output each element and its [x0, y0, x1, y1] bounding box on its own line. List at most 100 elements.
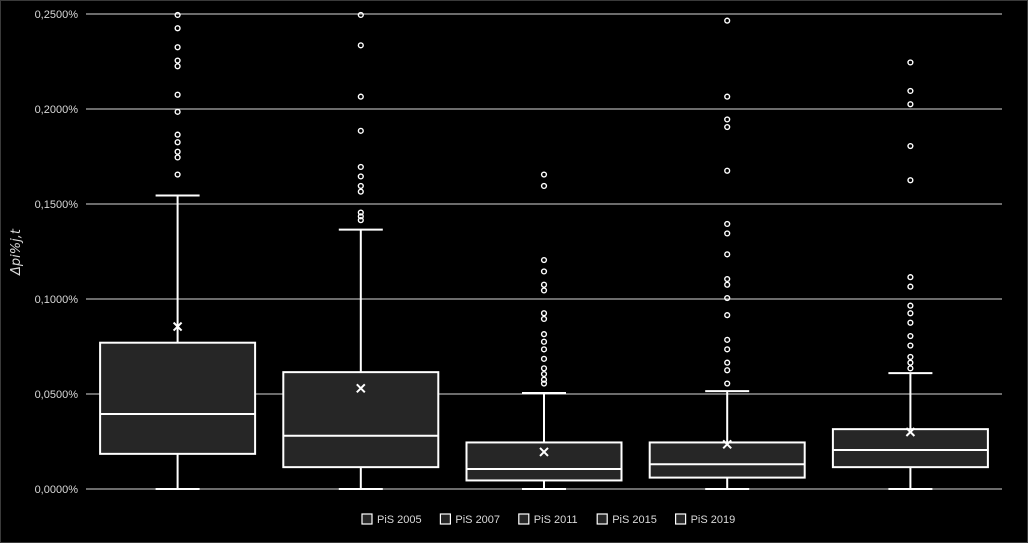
- box-group: [831, 59, 989, 490]
- outlier-point: [907, 177, 914, 184]
- outlier-point: [724, 230, 731, 237]
- y-tick-label: 0,2000%: [35, 104, 79, 116]
- outlier-point: [174, 91, 181, 98]
- legend-swatch: [439, 513, 451, 525]
- legend-label: PiS 2019: [691, 514, 736, 526]
- box-group: [282, 11, 440, 490]
- legend-swatch: [518, 513, 530, 525]
- outlier-point: [540, 365, 548, 372]
- outlier-point: [174, 139, 181, 146]
- outlier-point: [907, 101, 914, 108]
- outlier-point: [174, 63, 181, 70]
- outlier-point: [907, 87, 914, 95]
- mean-marker: [539, 447, 549, 457]
- outlier-point: [174, 108, 181, 115]
- outlier-point: [724, 281, 731, 288]
- legend-item: PiS 2019: [674, 513, 736, 526]
- outlier-point: [540, 380, 548, 387]
- outlier-point: [174, 57, 181, 64]
- outlier-point: [540, 171, 548, 178]
- legend-item: PiS 2011: [518, 513, 578, 526]
- outlier-point: [907, 59, 914, 66]
- y-tick-label: 0,0500%: [35, 389, 79, 401]
- y-axis-label: Δpi%j,t: [9, 228, 24, 276]
- outlier-point: [174, 154, 181, 161]
- box-iqr: [99, 341, 257, 455]
- mean-marker: [356, 383, 366, 394]
- outlier-point: [724, 123, 731, 131]
- outlier-point: [724, 294, 731, 302]
- outlier-point: [174, 171, 181, 178]
- outlier-point: [724, 220, 731, 228]
- outlier-point: [724, 312, 731, 319]
- outlier-point: [907, 359, 914, 366]
- legend-item: PiS 2007: [439, 513, 500, 526]
- legend: PiS 2005 PiS 2007 PiS 2011 PiS 2015 PiS 2019: [361, 513, 736, 526]
- outlier-point: [357, 93, 364, 100]
- legend-swatch: [674, 513, 687, 525]
- outlier-point: [357, 188, 364, 195]
- y-tick-label: 0,1000%: [35, 294, 79, 306]
- outlier-point: [357, 11, 364, 19]
- outlier-point: [724, 93, 731, 100]
- outlier-point: [357, 217, 364, 224]
- outlier-point: [907, 302, 914, 309]
- outlier-point: [357, 173, 364, 180]
- outlier-point: [540, 310, 548, 317]
- outlier-point: [724, 336, 731, 343]
- outlier-point: [174, 148, 181, 155]
- outlier-point: [540, 355, 548, 362]
- mean-marker: [722, 439, 732, 450]
- outlier-point: [540, 331, 548, 338]
- box-group: [99, 11, 257, 490]
- outlier-point: [724, 380, 731, 387]
- outlier-point: [540, 338, 548, 345]
- outlier-point: [540, 268, 548, 275]
- box-iqr: [465, 441, 623, 482]
- outlier-point: [174, 11, 181, 19]
- outlier-point: [540, 370, 548, 378]
- outlier-point: [907, 365, 914, 372]
- legend-label: PiS 2011: [534, 514, 578, 526]
- outlier-point: [357, 182, 364, 190]
- outlier-point: [357, 163, 364, 171]
- outlier-point: [724, 367, 731, 374]
- outlier-point: [724, 167, 731, 174]
- legend-item: PiS 2015: [596, 513, 657, 526]
- outlier-point: [540, 281, 548, 288]
- mean-marker: [905, 427, 916, 437]
- outlier-point: [907, 283, 914, 290]
- outlier-point: [357, 213, 364, 220]
- outlier-point: [724, 275, 731, 283]
- box-group: [465, 171, 623, 490]
- mean-marker: [172, 321, 183, 332]
- box-iqr: [831, 428, 989, 469]
- outlier-point: [174, 131, 181, 138]
- outlier-point: [724, 359, 731, 366]
- outlier-point: [174, 44, 181, 51]
- legend-label: PiS 2005: [377, 514, 422, 526]
- y-tick-labels: 0,0000% 0,0500% 0,1000% 0,1500% 0,2000% 0,250…: [35, 9, 79, 496]
- outlier-point: [907, 342, 914, 349]
- legend-label: PiS 2015: [612, 514, 657, 526]
- legend-label: PiS 2007: [455, 514, 500, 526]
- legend-swatch: [596, 513, 608, 525]
- outlier-point: [724, 17, 731, 24]
- box-group: [648, 17, 806, 490]
- outlier-point: [907, 310, 914, 317]
- outlier-point: [540, 315, 548, 323]
- outlier-point: [724, 346, 731, 353]
- outlier-point: [357, 209, 364, 216]
- boxes-layer: [99, 11, 989, 490]
- outlier-point: [540, 346, 548, 353]
- outlier-point: [724, 116, 731, 123]
- outlier-point: [724, 251, 731, 258]
- y-tick-label: 0,2500%: [35, 9, 79, 21]
- outlier-point: [907, 142, 914, 150]
- outlier-point: [357, 127, 364, 134]
- outlier-point: [540, 256, 548, 264]
- outlier-point: [357, 42, 364, 49]
- outlier-point: [540, 287, 548, 294]
- outlier-point: [907, 274, 914, 281]
